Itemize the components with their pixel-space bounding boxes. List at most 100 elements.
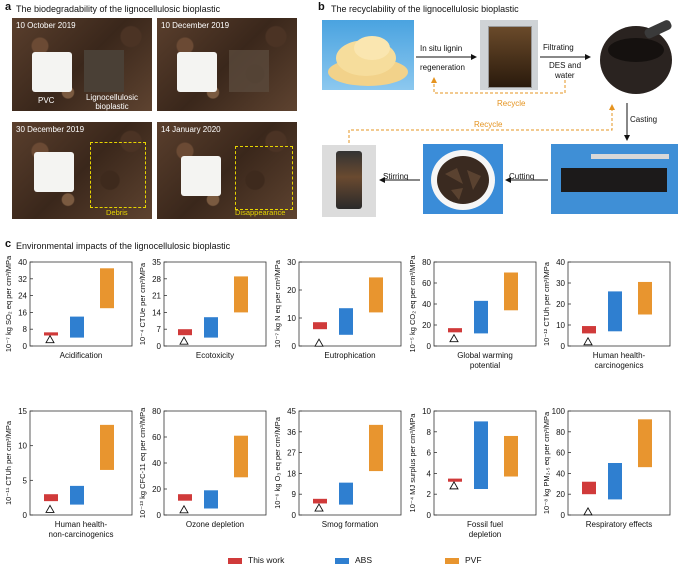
bar-pvf [369, 424, 383, 472]
y-tick-label: 18 [287, 469, 296, 478]
bar-pvf [100, 268, 114, 309]
legend-label-pvf: PVF [465, 555, 482, 565]
y-tick-label: 45 [287, 407, 296, 416]
y-tick-label: 16 [18, 308, 27, 317]
y-tick-label: 40 [556, 258, 565, 267]
y-tick-label: 7 [157, 325, 162, 334]
recycle-arrow-1 [431, 77, 566, 94]
photo-dec-30-2019: 30 December 2019 Debris [12, 122, 152, 219]
y-tick-label: 20 [287, 286, 296, 295]
y-axis-label: 10⁻¹¹ CTUh per cm³/MPa [4, 420, 13, 505]
bar-abs [339, 308, 353, 335]
chart-frame [433, 410, 537, 516]
y-tick-label: 9 [292, 490, 297, 499]
panel-c-title: Environmental impacts of the lignocellul… [16, 241, 231, 251]
bar-this-work [582, 481, 596, 495]
y-tick-label: 5 [23, 476, 28, 485]
y-tick-label: 20 [556, 300, 565, 309]
bar-pvf [638, 281, 652, 315]
panel-b-title: The recyclability of the lignocellulosic… [331, 4, 519, 14]
legend-label-this-work: This work [248, 555, 285, 565]
pvc-sample [177, 52, 217, 92]
panel-a-letter: a [5, 1, 12, 13]
bar-this-work [313, 322, 327, 330]
bar-pvf [504, 435, 518, 477]
y-axis-label: 10⁻⁶ kg O₃ eq per cm³/MPa [273, 416, 282, 509]
bar-this-work [178, 329, 192, 336]
legend: This work ABS PVF [228, 555, 568, 568]
y-tick-label: 0 [23, 511, 28, 520]
y-tick-label: 0 [157, 511, 162, 520]
marker-triangle [179, 336, 189, 345]
y-axis-label: 10⁻⁴ MJ surplus per cm³/MPa [408, 413, 417, 513]
y-tick-label: 60 [422, 279, 431, 288]
photo-date: 10 October 2019 [16, 21, 76, 30]
y-tick-label: 40 [18, 258, 27, 267]
bar-this-work [448, 328, 462, 333]
photo-date: 14 January 2020 [161, 125, 221, 134]
recycle-label-1: Recycle [497, 99, 526, 108]
bar-pvf [234, 276, 248, 313]
y-tick-label: 60 [152, 433, 161, 442]
marker-triangle [45, 504, 55, 513]
bioplastic-sample [229, 50, 269, 92]
y-tick-label: 0 [561, 342, 566, 351]
bar-abs [70, 316, 84, 338]
chart-title: non-carcinogenics [49, 530, 114, 539]
bar-this-work [582, 326, 596, 334]
y-tick-label: 30 [556, 279, 565, 288]
chart-title: potential [470, 361, 500, 370]
legend-swatch-this-work [228, 558, 242, 564]
y-tick-label: 80 [556, 428, 565, 437]
mixer [336, 151, 362, 209]
y-tick-label: 80 [152, 407, 161, 416]
y-tick-label: 24 [18, 292, 27, 301]
step-insitu-label: In situ lignin [420, 44, 463, 53]
y-tick-label: 14 [152, 308, 161, 317]
photo-jan-2020: 14 January 2020 Disappearance [157, 122, 297, 219]
bar-this-work [448, 478, 462, 482]
slurry-cup-photo [594, 20, 678, 100]
panel-b-arrows [348, 54, 630, 183]
bar-this-work [313, 498, 327, 504]
cut-pieces [431, 150, 495, 210]
disappearance-label: Disappearance [235, 208, 286, 217]
y-tick-label: 100 [552, 407, 566, 416]
bar-this-work [44, 332, 58, 336]
bar-abs [474, 300, 488, 334]
y-axis-label: 10⁻⁴ CTUe per cm³/MPa [138, 262, 147, 345]
legend-swatch-abs [335, 558, 349, 564]
wood-flour-pile [328, 36, 408, 86]
y-tick-label: 2 [427, 490, 432, 499]
bioplastic-sample [84, 50, 124, 92]
marker-triangle [179, 504, 189, 514]
chart-title: Respiratory effects [586, 520, 653, 529]
step-cutting-label: Cutting [509, 172, 535, 181]
photo-dec-10-2019: 10 December 2019 [157, 18, 297, 111]
pvc-sample [34, 152, 74, 192]
y-tick-label: 15 [18, 407, 27, 416]
y-tick-label: 60 [556, 449, 565, 458]
debris-box [90, 142, 146, 208]
y-tick-label: 6 [427, 449, 432, 458]
bioplastic-label: Lignocellulosic bioplastic [85, 93, 139, 111]
y-tick-label: 40 [422, 300, 431, 309]
panel-b-letter: b [318, 1, 325, 13]
chart-title: Smog formation [322, 520, 378, 529]
chart-frame [298, 410, 402, 516]
beaker [488, 26, 532, 88]
y-tick-label: 32 [18, 275, 27, 284]
bar-abs [204, 490, 218, 509]
marker-triangle [314, 503, 324, 512]
pvc-sample [181, 156, 221, 196]
y-tick-label: 10 [422, 407, 431, 416]
bar-abs [608, 463, 622, 500]
cast-film [561, 168, 667, 192]
chart-title: Ecotoxicity [196, 351, 234, 360]
wood-flour-photo [322, 20, 414, 90]
y-axis-label: 10⁻⁷ kg N eq per cm³/MPa [273, 259, 282, 348]
y-tick-label: 4 [427, 469, 432, 478]
bar-pvf [100, 424, 114, 470]
photo-oct-2019: 10 October 2019 PVC Lignocellulosic biop… [12, 18, 152, 111]
photo-date: 10 December 2019 [161, 21, 230, 30]
